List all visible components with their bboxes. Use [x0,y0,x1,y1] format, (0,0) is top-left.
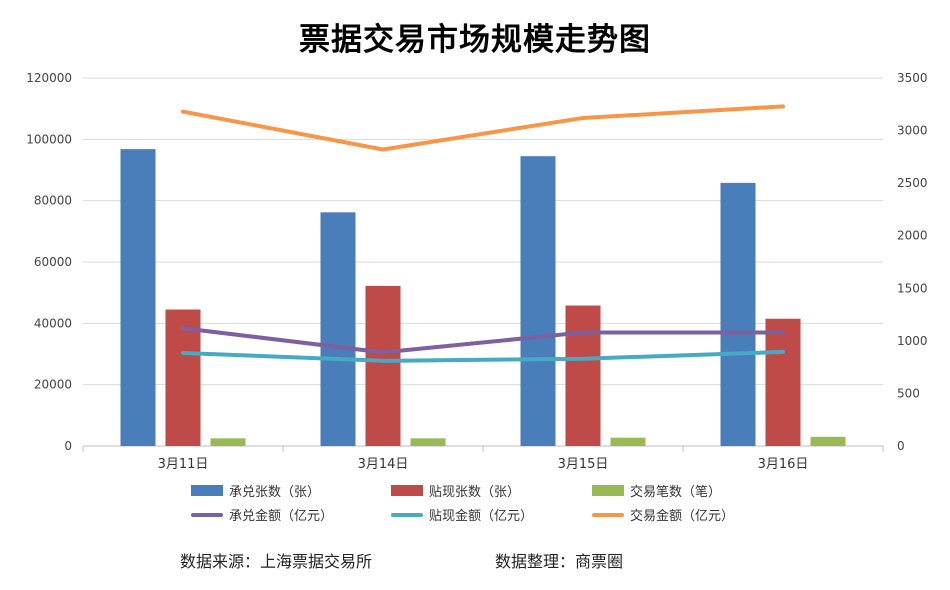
line-series-2 [181,104,785,152]
y-right-tick-label: 2500 [897,176,928,190]
legend-swatch-trade-amount [592,512,624,517]
x-tick-label: 3月11日 [158,457,209,472]
y-left-tick-label: 40000 [34,316,72,330]
y-left-tick-label: 100000 [26,132,72,146]
legend-item-acceptance-count: 承兑张数（张） [191,481,320,500]
y-right-tick-label: 1000 [897,334,928,348]
y-left-tick-label: 60000 [34,255,72,269]
legend-label-discount-amount: 贴现金额（亿元） [429,509,534,524]
bar-series1-3 [765,318,801,446]
legend-item-discount-amount: 贴现金额（亿元） [391,505,533,524]
bar-series0-0 [120,149,156,446]
y-right-tick-label: 3000 [897,124,928,138]
legend-swatch-discount-count [391,485,423,496]
legend-swatch-acceptance-amount [191,512,223,517]
bar-series1-1 [365,285,401,446]
data-compiler-note: 数据整理：商票圈 [495,552,624,571]
legend-swatch-discount-amount [391,512,423,517]
y-left-tick-label: 80000 [34,194,72,208]
y-left-tick-label: 20000 [34,378,72,392]
y-right-tick-label: 0 [897,439,905,453]
line-series-1 [181,349,785,363]
y-right-tick-label: 1500 [897,281,928,295]
y-right-tick-label: 3500 [897,71,928,85]
legend-swatch-acceptance-count [191,485,223,496]
data-source-note: 数据来源：上海票据交易所 [180,552,373,571]
bar-series2-1 [410,438,446,446]
y-left-tick-label: 0 [64,439,72,453]
bar-series2-0 [210,438,246,446]
x-tick-label: 3月15日 [558,457,609,472]
x-tick-label: 3月16日 [758,457,809,472]
bar-series0-3 [720,182,756,446]
line-series-0 [181,326,785,355]
bar-series2-2 [610,437,646,446]
legend-swatch-trade-count [592,485,624,496]
chart-title: 票据交易市场规模走势图 [299,22,651,58]
legend-item-discount-count: 贴现张数（张） [391,481,520,500]
y-right-tick-label: 2000 [897,229,928,243]
bar-series1-0 [165,309,201,446]
y-left-tick-label: 120000 [26,71,72,85]
legend-item-trade-amount: 交易金额（亿元） [592,505,734,524]
y-right-tick-label: 500 [897,386,920,400]
legend-label-acceptance-count: 承兑张数（张） [229,485,321,500]
legend-label-trade-amount: 交易金额（亿元） [630,509,735,524]
bar-series0-2 [520,156,556,446]
x-tick-label: 3月14日 [358,457,409,472]
legend-item-acceptance-amount: 承兑金额（亿元） [191,505,333,524]
legend-label-acceptance-amount: 承兑金额（亿元） [229,509,334,524]
legend-label-trade-count: 交易笔数（笔） [630,485,722,500]
legend-label-discount-count: 贴现张数（张） [429,485,521,500]
bar-series2-3 [810,436,846,446]
legend-item-trade-count: 交易笔数（笔） [592,481,721,500]
bar-series1-2 [565,305,601,446]
bar-series0-1 [320,212,356,446]
